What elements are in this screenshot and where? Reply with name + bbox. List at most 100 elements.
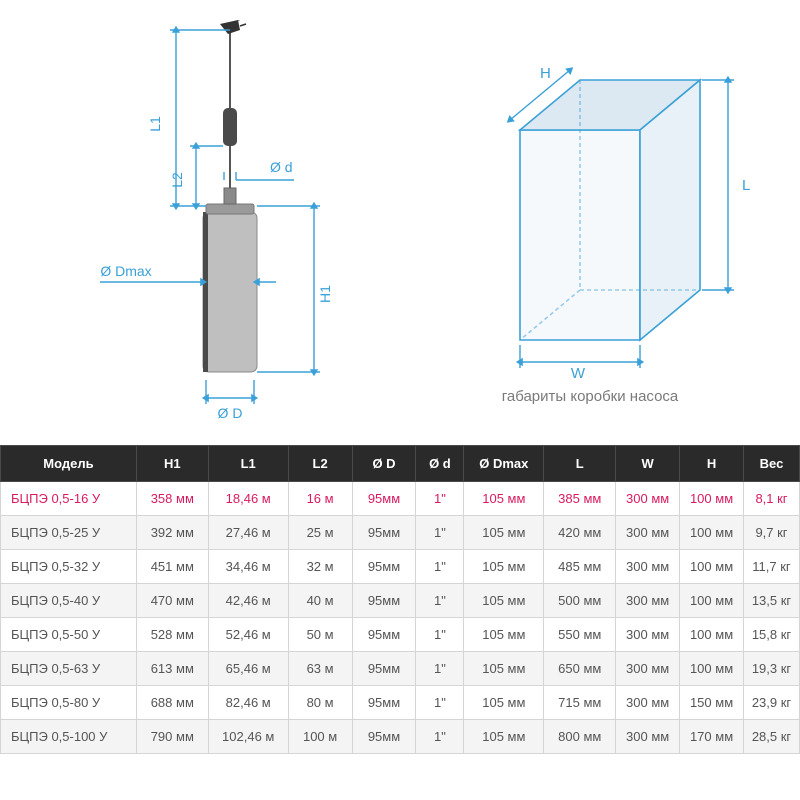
table-cell: БЦПЭ 0,5-50 У <box>1 618 137 652</box>
table-cell: 95мм <box>352 686 416 720</box>
table-row: БЦПЭ 0,5-100 У790 мм102,46 м100 м95мм1"1… <box>1 720 800 754</box>
table-cell: 95мм <box>352 516 416 550</box>
table-cell: 420 мм <box>544 516 616 550</box>
table-cell: 385 мм <box>544 482 616 516</box>
specs-table: МодельH1L1L2Ø DØ dØ DmaxLWHВес БЦПЭ 0,5-… <box>0 445 800 754</box>
table-cell: 613 мм <box>136 652 208 686</box>
table-cell: 300 мм <box>616 720 680 754</box>
table-cell: 52,46 м <box>208 618 288 652</box>
table-cell: 100 м <box>288 720 352 754</box>
table-cell: 95мм <box>352 550 416 584</box>
table-cell: 300 мм <box>616 652 680 686</box>
diagram-area: L1 L2 Ø d H1 Ø D Ø Dmax <box>0 0 800 445</box>
table-cell: 392 мм <box>136 516 208 550</box>
table-cell: 105 мм <box>464 618 544 652</box>
table-cell: 105 мм <box>464 550 544 584</box>
table-cell: 451 мм <box>136 550 208 584</box>
table-row: БЦПЭ 0,5-40 У470 мм42,46 м40 м95мм1"105 … <box>1 584 800 618</box>
table-cell: 1" <box>416 482 464 516</box>
table-row: БЦПЭ 0,5-25 У392 мм27,46 м25 м95мм1"105 … <box>1 516 800 550</box>
dim-label-L1: L1 <box>147 116 163 132</box>
table-cell: 528 мм <box>136 618 208 652</box>
table-header-cell: Ø D <box>352 446 416 482</box>
table-cell: 34,46 м <box>208 550 288 584</box>
table-cell: 95мм <box>352 618 416 652</box>
table-cell: 170 мм <box>680 720 744 754</box>
table-cell: 82,46 м <box>208 686 288 720</box>
table-cell: БЦПЭ 0,5-32 У <box>1 550 137 584</box>
table-cell: 300 мм <box>616 618 680 652</box>
table-cell: БЦПЭ 0,5-63 У <box>1 652 137 686</box>
table-header-cell: L <box>544 446 616 482</box>
table-cell: 105 мм <box>464 652 544 686</box>
table-header-cell: H1 <box>136 446 208 482</box>
pump-diagram: L1 L2 Ø d H1 Ø D Ø Dmax <box>30 20 370 420</box>
table-cell: 688 мм <box>136 686 208 720</box>
table-cell: 11,7 кг <box>744 550 800 584</box>
table-cell: 1" <box>416 652 464 686</box>
table-cell: 300 мм <box>616 550 680 584</box>
table-cell: 650 мм <box>544 652 616 686</box>
table-cell: БЦПЭ 0,5-100 У <box>1 720 137 754</box>
table-cell: БЦПЭ 0,5-25 У <box>1 516 137 550</box>
table-cell: БЦПЭ 0,5-16 У <box>1 482 137 516</box>
table-header-cell: Вес <box>744 446 800 482</box>
table-cell: 40 м <box>288 584 352 618</box>
table-cell: БЦПЭ 0,5-40 У <box>1 584 137 618</box>
table-cell: 28,5 кг <box>744 720 800 754</box>
dim-label-D: Ø D <box>218 405 243 420</box>
table-cell: 25 м <box>288 516 352 550</box>
table-cell: 1" <box>416 720 464 754</box>
table-cell: 102,46 м <box>208 720 288 754</box>
table-cell: 1" <box>416 686 464 720</box>
table-cell: 100 мм <box>680 482 744 516</box>
table-row: БЦПЭ 0,5-63 У613 мм65,46 м63 м95мм1"105 … <box>1 652 800 686</box>
table-cell: 50 м <box>288 618 352 652</box>
table-row: БЦПЭ 0,5-80 У688 мм82,46 м80 м95мм1"105 … <box>1 686 800 720</box>
table-cell: 358 мм <box>136 482 208 516</box>
dim-label-W: W <box>571 365 586 380</box>
table-cell: 9,7 кг <box>744 516 800 550</box>
table-cell: 100 мм <box>680 550 744 584</box>
page: L1 L2 Ø d H1 Ø D Ø Dmax <box>0 0 800 754</box>
table-cell: 100 мм <box>680 618 744 652</box>
dim-label-H1: H1 <box>317 285 333 303</box>
table-cell: 150 мм <box>680 686 744 720</box>
table-cell: 500 мм <box>544 584 616 618</box>
table-cell: 100 мм <box>680 652 744 686</box>
box-diagram: H W L габариты коробки насоса <box>410 20 770 420</box>
table-cell: 65,46 м <box>208 652 288 686</box>
table-cell: 485 мм <box>544 550 616 584</box>
table-cell: 23,9 кг <box>744 686 800 720</box>
table-header-cell: H <box>680 446 744 482</box>
box-caption: габариты коробки насоса <box>410 388 770 405</box>
table-cell: 19,3 кг <box>744 652 800 686</box>
table-cell: 550 мм <box>544 618 616 652</box>
table-cell: 8,1 кг <box>744 482 800 516</box>
table-cell: 300 мм <box>616 584 680 618</box>
table-cell: 1" <box>416 550 464 584</box>
table-cell: 16 м <box>288 482 352 516</box>
table-cell: 1" <box>416 584 464 618</box>
dim-label-d: Ø d <box>270 159 293 175</box>
table-cell: 95мм <box>352 652 416 686</box>
table-cell: 100 мм <box>680 516 744 550</box>
table-cell: 470 мм <box>136 584 208 618</box>
table-cell: 27,46 м <box>208 516 288 550</box>
table-cell: 95мм <box>352 584 416 618</box>
table-row: БЦПЭ 0,5-50 У528 мм52,46 м50 м95мм1"105 … <box>1 618 800 652</box>
table-header-cell: W <box>616 446 680 482</box>
table-cell: 790 мм <box>136 720 208 754</box>
table-cell: 100 мм <box>680 584 744 618</box>
table-cell: 300 мм <box>616 686 680 720</box>
table-cell: 105 мм <box>464 482 544 516</box>
table-cell: 32 м <box>288 550 352 584</box>
table-cell: 105 мм <box>464 516 544 550</box>
table-header-cell: Ø d <box>416 446 464 482</box>
table-row: БЦПЭ 0,5-32 У451 мм34,46 м32 м95мм1"105 … <box>1 550 800 584</box>
table-cell: 18,46 м <box>208 482 288 516</box>
table-cell: БЦПЭ 0,5-80 У <box>1 686 137 720</box>
table-body: БЦПЭ 0,5-16 У358 мм18,46 м16 м95мм1"105 … <box>1 482 800 754</box>
table-cell: 300 мм <box>616 482 680 516</box>
dim-label-L2: L2 <box>169 172 185 188</box>
